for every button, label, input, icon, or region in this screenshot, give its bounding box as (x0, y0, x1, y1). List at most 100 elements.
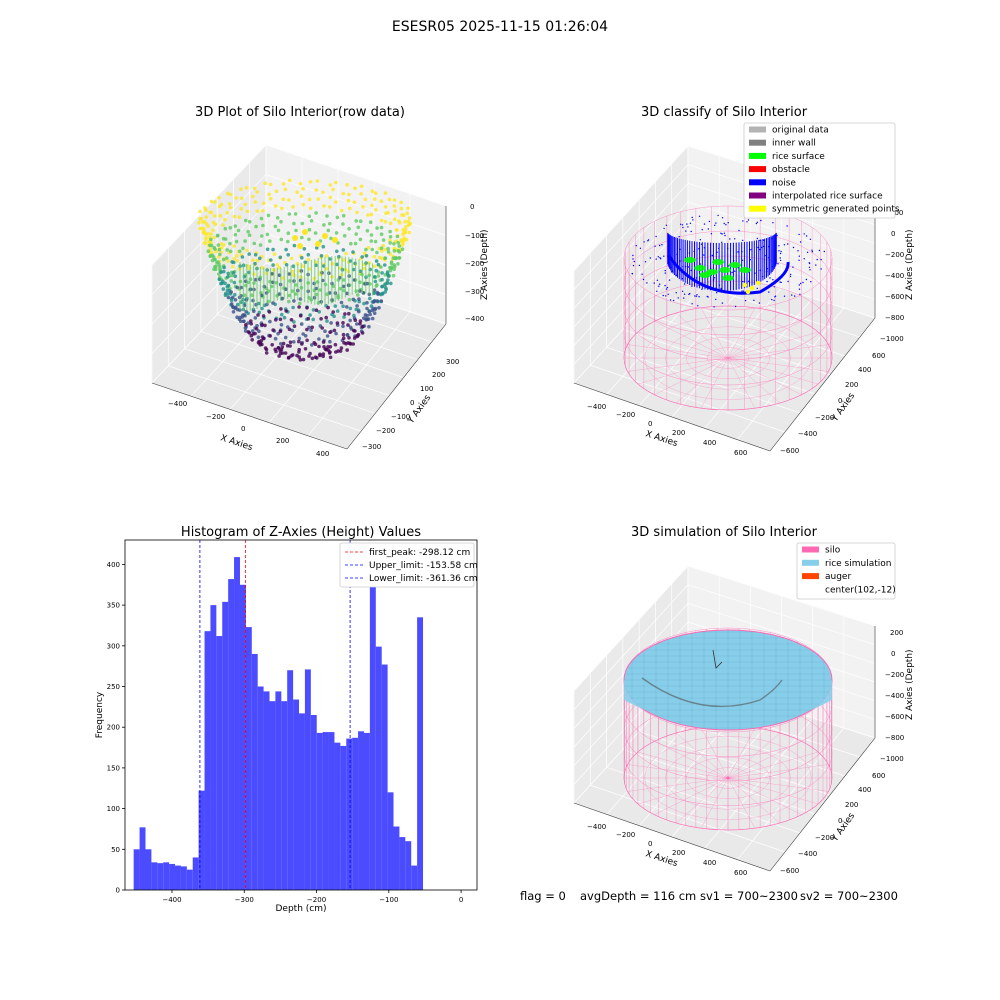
data-point (348, 207, 352, 211)
data-point (316, 179, 320, 183)
data-point (366, 229, 370, 233)
z-tick-label: −400 (885, 272, 904, 280)
noise-point (646, 282, 647, 283)
data-point (319, 317, 323, 321)
data-point (279, 220, 283, 224)
data-point (315, 188, 319, 192)
x-tick-label: −100 (379, 896, 398, 904)
noise-point (756, 223, 757, 224)
data-point (274, 337, 278, 341)
data-point (329, 321, 333, 325)
data-point (324, 283, 328, 287)
data-point (238, 250, 242, 254)
data-point (392, 256, 396, 260)
noise-point (658, 256, 659, 257)
noise-point (802, 282, 803, 283)
x-tick-label: 0 (459, 896, 463, 904)
noise-point (780, 251, 781, 252)
data-point (231, 265, 235, 269)
z-tick-labels: 200 0 −200 −400 −600 −800 −1000 (880, 629, 904, 763)
noise-point (633, 265, 634, 266)
data-point (373, 311, 377, 315)
status-line: flag = 0 avgDepth = 116 cm sv1 = 700~230… (520, 889, 898, 903)
data-point (380, 271, 384, 275)
data-point (368, 313, 372, 317)
noise-point (772, 222, 773, 223)
noise-point (820, 268, 821, 269)
data-point (242, 320, 246, 324)
legend-label: Lower_limit: -361.36 cm (369, 574, 477, 584)
data-point (248, 220, 252, 224)
histogram-bars (134, 557, 423, 890)
legend-swatch (749, 140, 766, 146)
data-point (408, 216, 412, 220)
data-point (327, 229, 331, 233)
data-point (307, 238, 311, 242)
data-point (253, 187, 257, 191)
data-point (247, 252, 251, 256)
data-point (379, 299, 383, 303)
data-point (341, 321, 345, 325)
data-point (225, 256, 229, 260)
y-tick-label: 0 (410, 399, 414, 407)
noise-point (700, 239, 701, 240)
x-tick-label: 400 (703, 859, 716, 867)
histogram-bar (305, 669, 311, 890)
noise-point (737, 251, 738, 252)
data-point (307, 253, 311, 257)
data-point (226, 275, 230, 279)
histogram-bar (157, 863, 163, 890)
noise-point (794, 295, 795, 296)
data-point (326, 306, 330, 310)
data-point (245, 249, 249, 253)
histogram-bar (134, 849, 140, 890)
data-point (323, 329, 327, 333)
data-point (401, 247, 405, 251)
data-point (377, 274, 381, 278)
data-point (232, 310, 236, 314)
data-point (229, 226, 233, 230)
data-point (386, 247, 390, 251)
data-point (235, 254, 239, 258)
legend-swatch (802, 573, 819, 579)
data-point (268, 334, 272, 338)
noise-point (792, 266, 793, 267)
z-tick-label: −800 (885, 314, 904, 322)
data-point (303, 247, 307, 251)
data-point (339, 349, 343, 353)
legend-label: auger (825, 572, 851, 582)
data-point (239, 187, 243, 191)
data-point (335, 231, 339, 235)
z-tick-label: −400 (885, 692, 904, 700)
histogram-bar (281, 701, 287, 890)
data-point (281, 345, 285, 349)
data-point (374, 208, 378, 212)
legend-label: first_peak: -298.12 cm (369, 548, 470, 558)
x-tick-label: 400 (316, 450, 329, 458)
data-point (255, 190, 259, 194)
data-point (359, 238, 363, 242)
data-point (353, 200, 357, 204)
data-point (342, 337, 346, 341)
noise-point (768, 291, 769, 292)
noise-point (774, 296, 775, 297)
data-point (250, 338, 254, 342)
data-point (371, 248, 375, 252)
data-point (373, 288, 377, 292)
legend-label: symmetric generated points (772, 205, 900, 215)
histogram-bar (417, 617, 423, 890)
data-point (308, 228, 312, 232)
data-point (257, 335, 261, 339)
histogram-bar (394, 827, 400, 890)
histogram-bar (293, 700, 299, 890)
data-point (268, 239, 272, 243)
rice-surface-point (712, 259, 724, 265)
data-point (355, 211, 359, 215)
data-point (222, 270, 226, 274)
noise-point (668, 294, 669, 295)
data-point (307, 317, 311, 321)
noise-point (800, 283, 801, 284)
histogram-bar (163, 862, 169, 890)
data-point (380, 199, 384, 203)
data-point (398, 244, 402, 248)
